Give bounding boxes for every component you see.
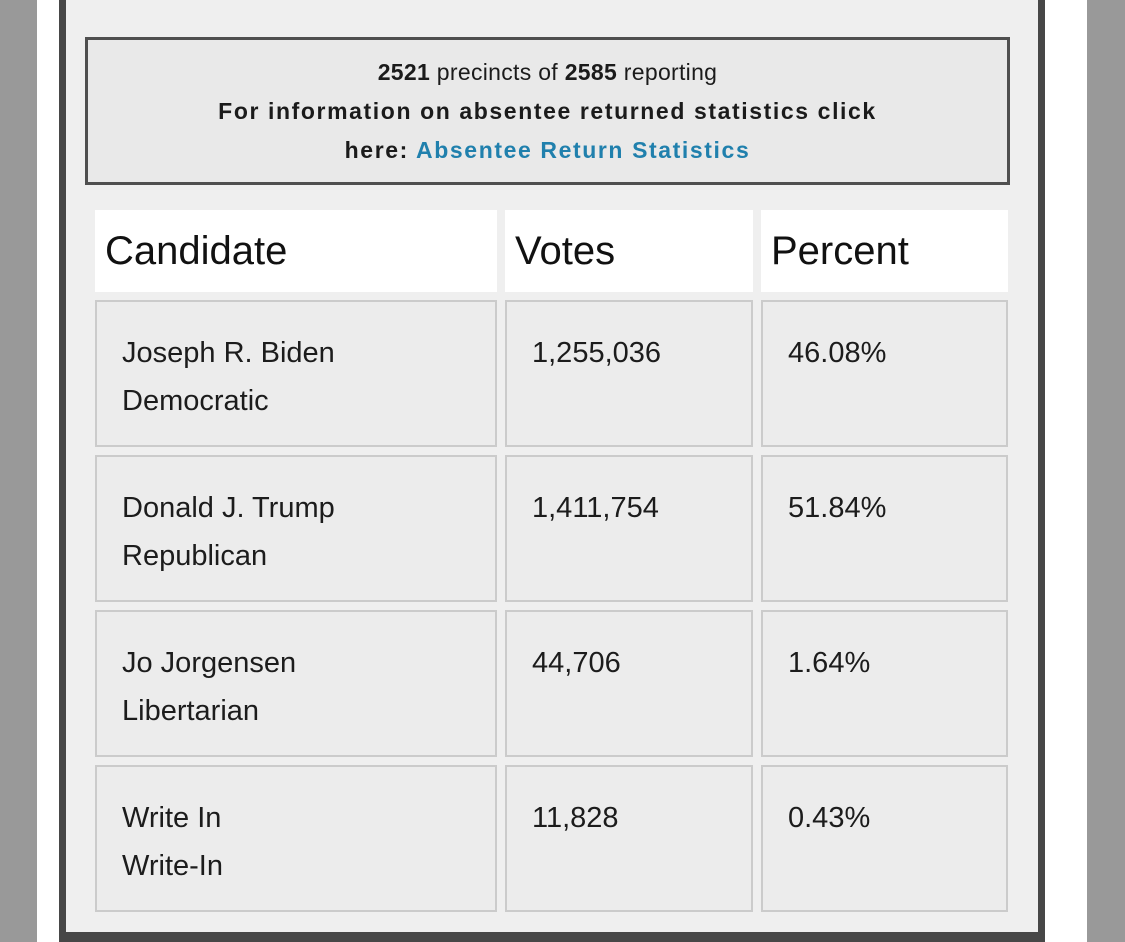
column-header-candidate: Candidate bbox=[95, 210, 497, 292]
absentee-return-statistics-link[interactable]: Absentee Return Statistics bbox=[416, 137, 751, 163]
reporting-text: reporting bbox=[623, 59, 718, 85]
precincts-reported-count: 2521 bbox=[377, 59, 431, 85]
candidate-name: Donald J. Trump bbox=[122, 492, 335, 524]
votes-cell: 44,706 bbox=[505, 610, 753, 757]
table-row: Donald J. Trump Republican 1,411,754 51.… bbox=[95, 455, 1008, 602]
table-row: Jo Jorgensen Libertarian 44,706 1.64% bbox=[95, 610, 1008, 757]
absentee-info-text-line1: For information on absentee returned sta… bbox=[218, 98, 877, 124]
absentee-info-line2: here: Absentee Return Statistics bbox=[98, 131, 997, 170]
content-frame: 2521 precincts of 2585 reporting For inf… bbox=[59, 0, 1045, 942]
candidate-cell: Donald J. Trump Republican bbox=[95, 455, 497, 602]
candidate-party: Write-In bbox=[122, 850, 223, 882]
table-row: Joseph R. Biden Democratic 1,255,036 46.… bbox=[95, 300, 1008, 447]
votes-cell: 1,411,754 bbox=[505, 455, 753, 602]
candidate-party: Democratic bbox=[122, 385, 269, 417]
percent-cell: 51.84% bbox=[761, 455, 1008, 602]
absentee-info-text: For information on absentee returned sta… bbox=[98, 92, 997, 131]
percent-cell: 46.08% bbox=[761, 300, 1008, 447]
table-row: Write In Write-In 11,828 0.43% bbox=[95, 765, 1008, 912]
page-background: 2521 precincts of 2585 reporting For inf… bbox=[37, 0, 1087, 942]
precincts-summary-box: 2521 precincts of 2585 reporting For inf… bbox=[85, 37, 1010, 185]
absentee-here-label: here: bbox=[344, 137, 409, 163]
precincts-of-text: precincts of bbox=[436, 59, 559, 85]
candidate-cell: Joseph R. Biden Democratic bbox=[95, 300, 497, 447]
candidate-party: Libertarian bbox=[122, 695, 260, 727]
candidate-party: Republican bbox=[122, 540, 268, 572]
column-header-percent: Percent bbox=[761, 210, 1008, 292]
column-header-votes: Votes bbox=[505, 210, 753, 292]
candidate-cell: Jo Jorgensen Libertarian bbox=[95, 610, 497, 757]
percent-cell: 0.43% bbox=[761, 765, 1008, 912]
candidate-name: Jo Jorgensen bbox=[122, 647, 297, 679]
candidate-name: Joseph R. Biden bbox=[122, 337, 335, 369]
precincts-total-count: 2585 bbox=[564, 59, 618, 85]
votes-cell: 11,828 bbox=[505, 765, 753, 912]
precincts-reporting-line: 2521 precincts of 2585 reporting bbox=[98, 53, 997, 92]
percent-cell: 1.64% bbox=[761, 610, 1008, 757]
candidate-cell: Write In Write-In bbox=[95, 765, 497, 912]
votes-cell: 1,255,036 bbox=[505, 300, 753, 447]
results-table: Candidate Votes Percent Joseph R. Biden … bbox=[87, 202, 1016, 920]
candidate-name: Write In bbox=[122, 802, 222, 834]
table-header-row: Candidate Votes Percent bbox=[95, 210, 1008, 292]
